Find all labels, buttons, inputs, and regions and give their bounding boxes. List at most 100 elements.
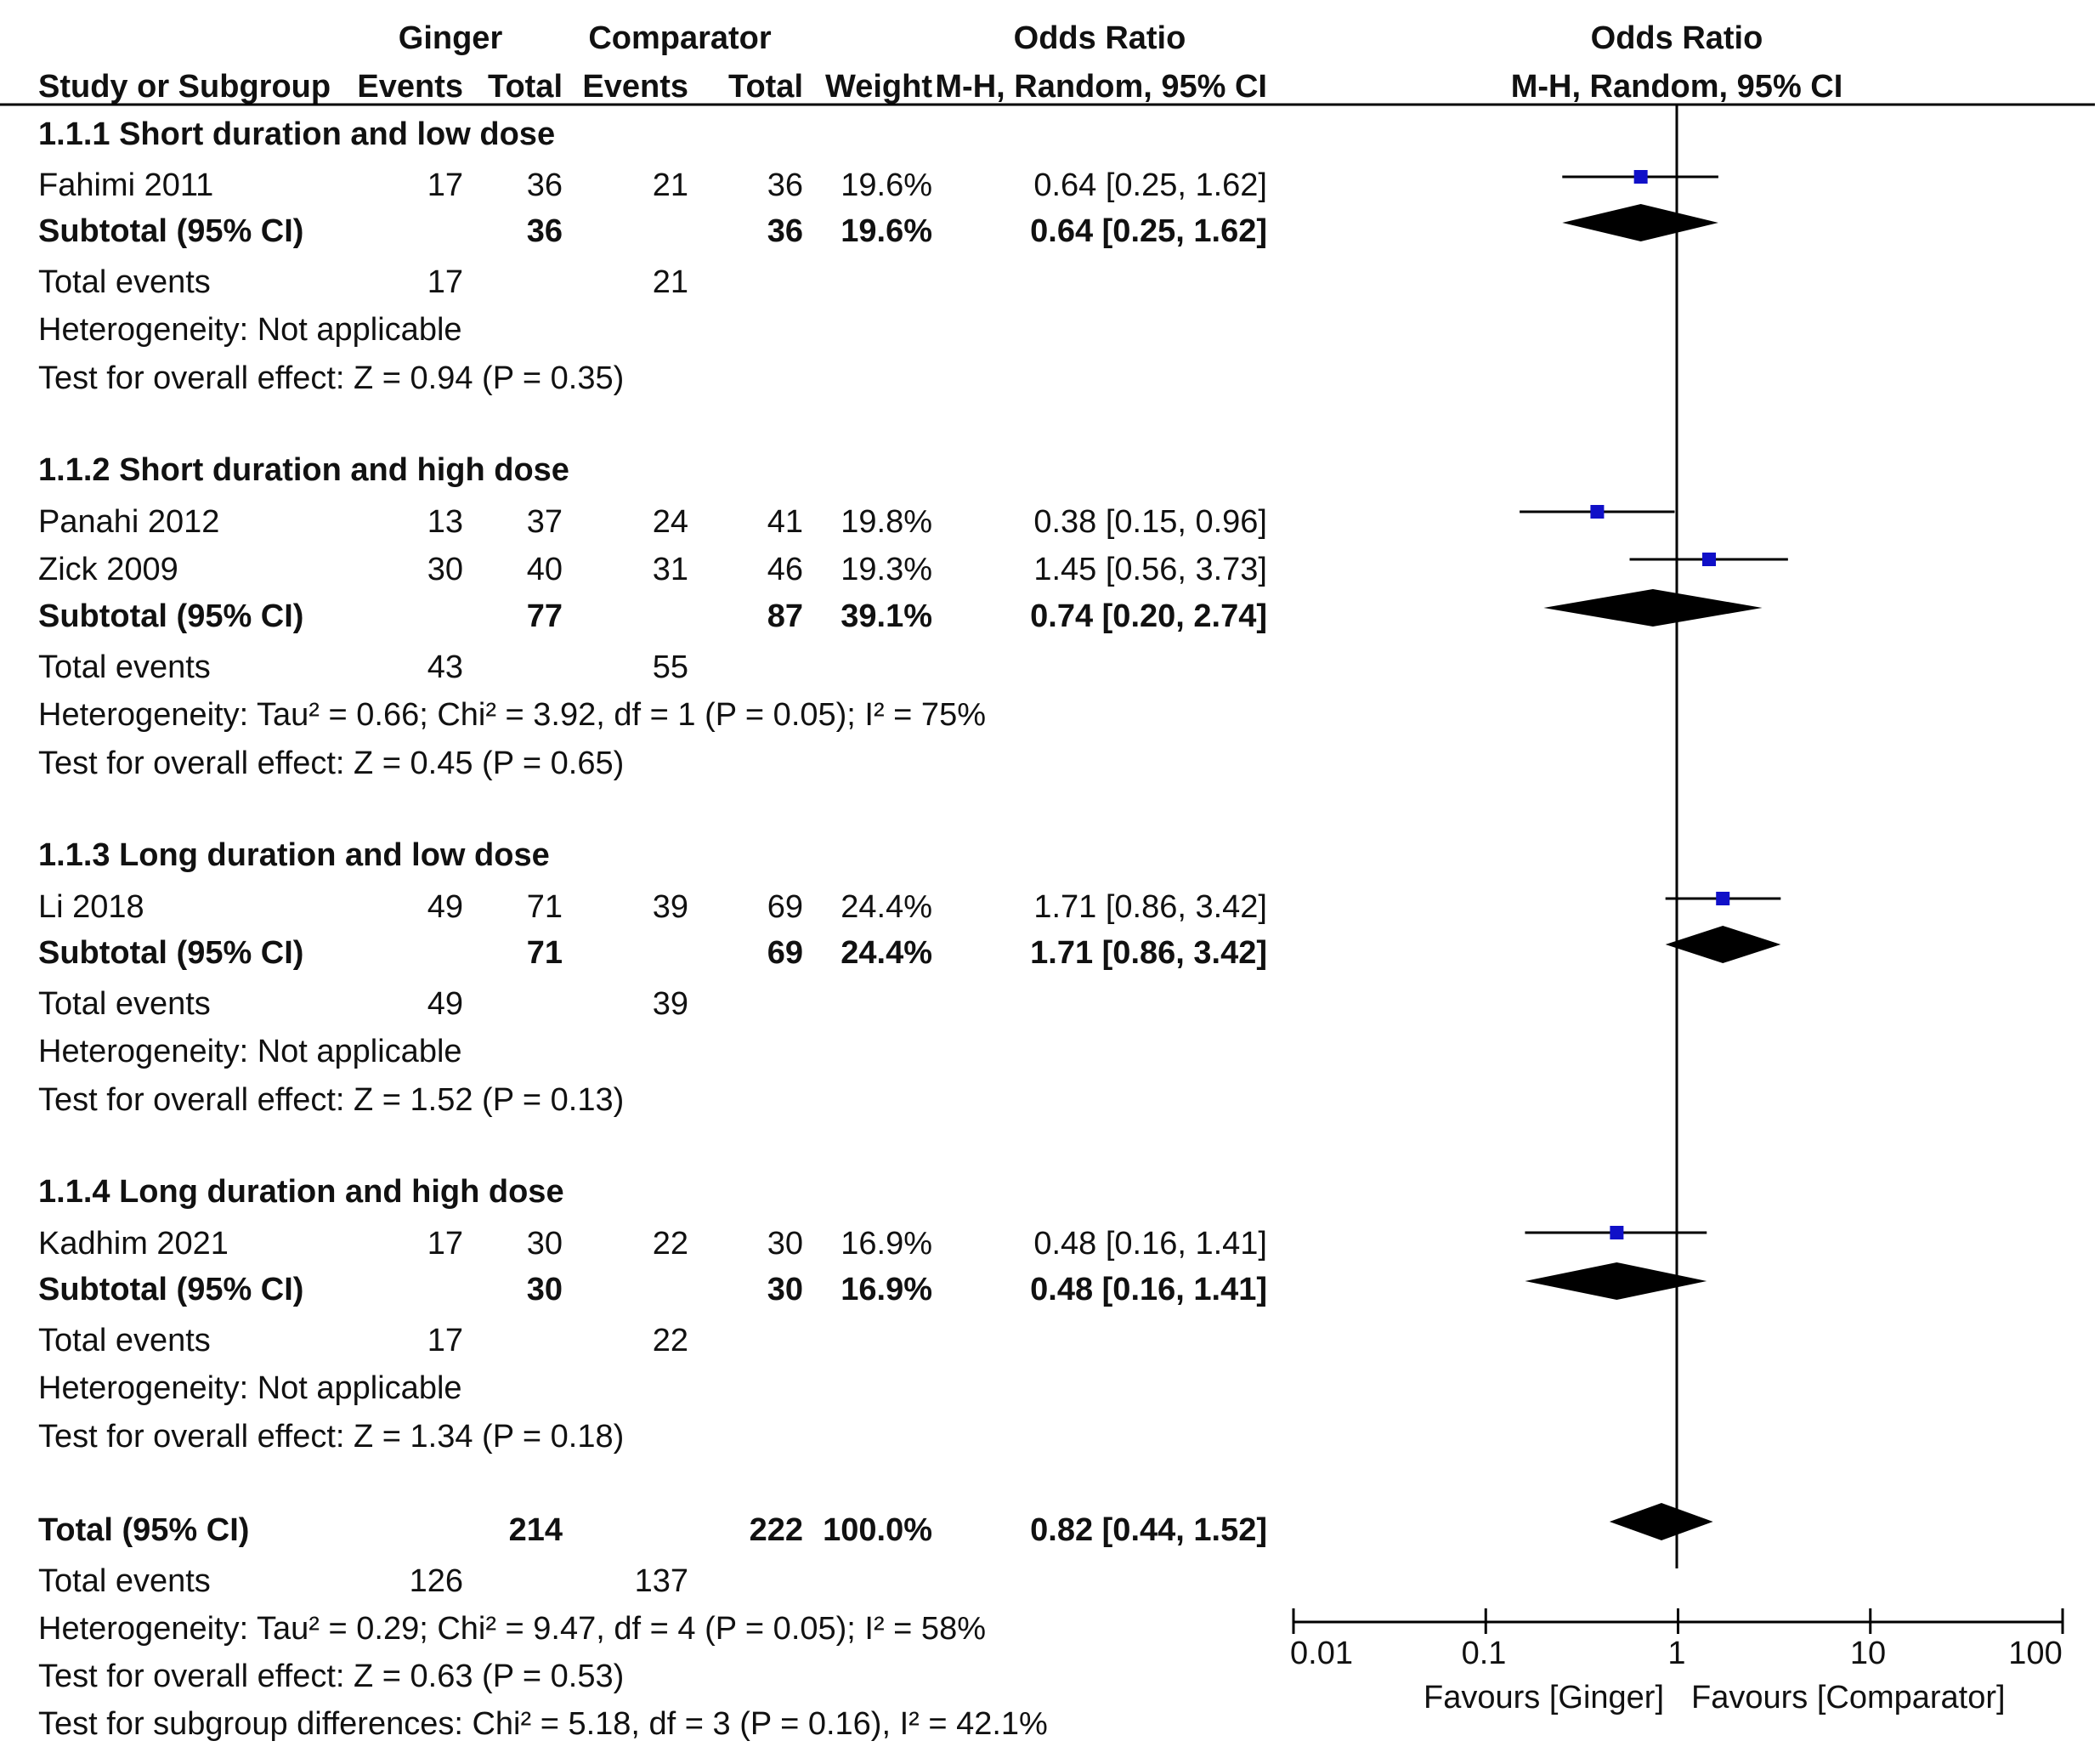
subtotal-diamond (1543, 589, 1763, 627)
total-events-label: Total events (38, 264, 211, 300)
axis-tick-label: 10 (1849, 1636, 1887, 1671)
subtotal-label: Subtotal (95% CI) (38, 935, 304, 971)
group-title: 1.1.3 Long duration and low dose (38, 837, 550, 873)
subtotal-label: Subtotal (95% CI) (38, 598, 304, 634)
subtotal-ci: 1.71 [0.86, 3.42] (1030, 935, 1267, 971)
odds-ratio-ci: 0.38 [0.15, 0.96] (1033, 504, 1267, 540)
group-title: 1.1.1 Short duration and low dose (38, 116, 556, 152)
events-ginger: 17 (427, 1226, 463, 1262)
plot-marks (1520, 170, 1788, 1540)
subtotal-weight: 39.1% (841, 598, 932, 634)
total-events-comparator: 22 (652, 1323, 688, 1358)
study-point-marker (1702, 553, 1717, 566)
total-total-ginger: 214 (508, 1512, 563, 1548)
weight: 19.8% (841, 504, 932, 540)
subtotal-total-ginger: 30 (526, 1272, 563, 1307)
axis-ticks (1292, 1608, 2064, 1634)
total-ginger: 36 (526, 167, 563, 203)
subgroup-differences: Test for subgroup differences: Chi² = 5.… (38, 1706, 1048, 1742)
header-events-comparator: Events (582, 69, 688, 105)
overall-effect: Test for overall effect: Z = 0.94 (P = 0… (38, 360, 625, 396)
overall-effect: Test for overall effect: Z = 1.34 (P = 0… (38, 1419, 625, 1455)
odds-ratio-ci: 1.71 [0.86, 3.42] (1033, 889, 1267, 925)
study-point-marker (1590, 505, 1605, 519)
subtotal-ci: 0.48 [0.16, 1.41] (1030, 1272, 1267, 1307)
overall-effect-total: Test for overall effect: Z = 0.63 (P = 0… (38, 1659, 625, 1694)
total-comparator: 30 (767, 1226, 803, 1262)
header-odds-ratio-plot: Odds Ratio (1590, 20, 1763, 56)
events-comparator: 22 (652, 1226, 688, 1262)
subtotal-total-comparator: 87 (767, 598, 803, 634)
weight: 19.3% (841, 552, 932, 587)
events-comparator: 24 (652, 504, 688, 540)
total-comparator: 36 (767, 167, 803, 203)
total-events-ginger: 49 (427, 986, 463, 1022)
events-ginger: 49 (427, 889, 463, 925)
weight: 24.4% (841, 889, 932, 925)
weight: 16.9% (841, 1226, 932, 1262)
total-events-ginger: 17 (427, 1323, 463, 1358)
subtotal-total-comparator: 69 (767, 935, 803, 971)
subtotal-ci: 0.64 [0.25, 1.62] (1030, 213, 1267, 249)
axis-tick-label: 1 (1667, 1636, 1686, 1671)
subtotal-diamond (1665, 926, 1781, 963)
heterogeneity: Heterogeneity: Not applicable (38, 1034, 462, 1069)
header-study: Study or Subgroup (38, 69, 331, 105)
overall-heterogeneity: Heterogeneity: Tau² = 0.29; Chi² = 9.47,… (38, 1611, 986, 1647)
favours-comparator-label: Favours [Comparator] (1691, 1680, 2006, 1715)
overall-total-events-comparator: 137 (634, 1563, 688, 1599)
study-point-marker (1633, 170, 1648, 184)
subtotal-ci: 0.74 [0.20, 2.74] (1030, 598, 1267, 634)
events-comparator: 31 (652, 552, 688, 587)
heterogeneity: Heterogeneity: Tau² = 0.66; Chi² = 3.92,… (38, 697, 986, 733)
odds-ratio-ci: 1.45 [0.56, 3.73] (1033, 552, 1267, 587)
subtotal-weight: 16.9% (841, 1272, 932, 1307)
overall-effect: Test for overall effect: Z = 0.45 (P = 0… (38, 746, 625, 781)
header-odds-ratio: Odds Ratio (1013, 20, 1186, 56)
study-point-marker (1716, 892, 1730, 905)
events-ginger: 13 (427, 504, 463, 540)
total-diamond (1609, 1503, 1713, 1540)
total-comparator: 46 (767, 552, 803, 587)
total-ginger: 37 (526, 504, 563, 540)
subtotal-diamond (1525, 1262, 1707, 1300)
subtotal-total-comparator: 36 (767, 213, 803, 249)
total-ginger: 30 (526, 1226, 563, 1262)
total-events-ginger: 17 (427, 264, 463, 300)
total-weight: 100.0% (823, 1512, 932, 1548)
axis-tick-label: 0.1 (1461, 1636, 1507, 1671)
total-comparator: 69 (767, 889, 803, 925)
study-name: Zick 2009 (38, 552, 178, 587)
weight: 19.6% (841, 167, 932, 203)
total-events-label: Total events (38, 986, 211, 1022)
group-title: 1.1.4 Long duration and high dose (38, 1174, 564, 1210)
study-point-marker (1610, 1226, 1624, 1239)
total-events-ginger: 43 (427, 649, 463, 685)
header-events-ginger: Events (357, 69, 463, 105)
header-weight: Weight (825, 69, 932, 105)
heterogeneity: Heterogeneity: Not applicable (38, 1370, 462, 1406)
odds-ratio-ci: 0.64 [0.25, 1.62] (1033, 167, 1267, 203)
subtotal-total-ginger: 71 (526, 935, 563, 971)
total-label: Total (95% CI) (38, 1512, 250, 1548)
header-total-comparator: Total (728, 69, 803, 105)
study-name: Kadhim 2021 (38, 1226, 229, 1262)
subtotal-weight: 24.4% (841, 935, 932, 971)
axis-tick-label: 0.01 (1290, 1636, 1353, 1671)
overall-total-events-label: Total events (38, 1563, 211, 1599)
total-total-comparator: 222 (749, 1512, 803, 1548)
favours-ginger-label: Favours [Ginger] (1424, 1680, 1664, 1715)
header-total-ginger: Total (488, 69, 563, 105)
total-events-comparator: 55 (652, 649, 688, 685)
total-events-label: Total events (38, 1323, 211, 1358)
subtotal-label: Subtotal (95% CI) (38, 213, 304, 249)
total-comparator: 41 (767, 504, 803, 540)
group-title: 1.1.2 Short duration and high dose (38, 452, 569, 488)
total-events-comparator: 39 (652, 986, 688, 1022)
header-method: M-H, Random, 95% CI (935, 69, 1267, 105)
subtotal-total-comparator: 30 (767, 1272, 803, 1307)
study-name: Fahimi 2011 (38, 167, 214, 203)
subtotal-weight: 19.6% (841, 213, 932, 249)
events-ginger: 17 (427, 167, 463, 203)
